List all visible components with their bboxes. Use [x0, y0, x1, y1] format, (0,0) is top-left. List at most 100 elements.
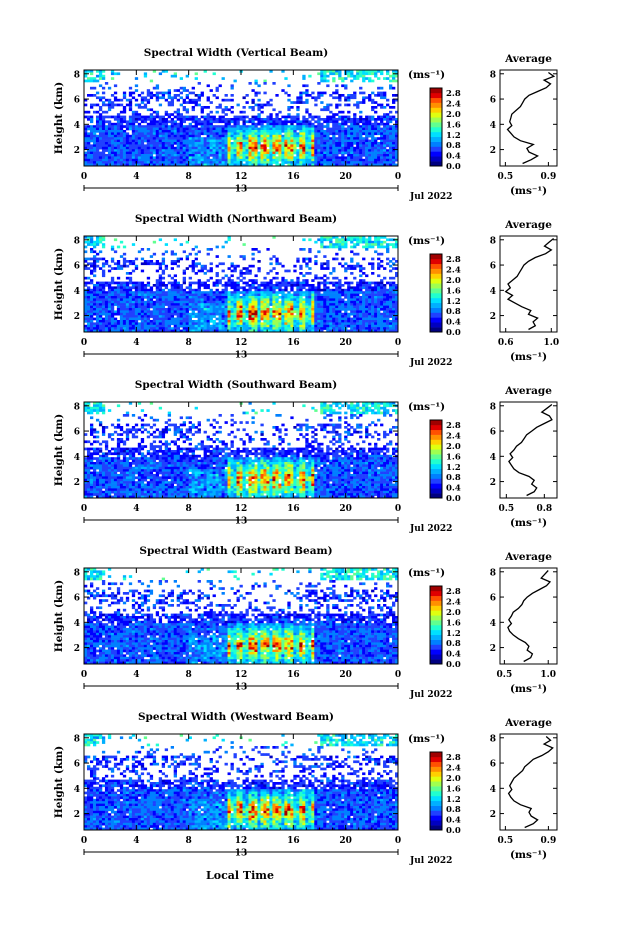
heatmap-cell — [314, 312, 318, 316]
heatmap-cell — [122, 115, 127, 119]
heatmap-cell — [248, 125, 252, 128]
heatmap-cell — [143, 72, 148, 76]
heatmap-cell — [281, 115, 285, 119]
heatmap-cell — [209, 161, 213, 164]
heatmap-cell — [257, 115, 261, 119]
heatmap-cell — [251, 139, 255, 143]
heatmap-cell — [275, 151, 279, 155]
heatmap-cell — [347, 267, 351, 270]
heatmap-cell — [371, 312, 375, 316]
heatmap-cell — [392, 86, 396, 90]
heatmap-cell — [215, 279, 219, 282]
heatmap-cell — [212, 320, 216, 323]
heatmap-cell — [95, 96, 100, 100]
heatmap-cell — [320, 161, 324, 164]
heatmap-cell — [296, 291, 300, 294]
heatmap-cell — [194, 122, 198, 126]
heatmap-cell — [84, 264, 88, 268]
heatmap-cell — [137, 149, 142, 152]
heatmap-cell — [95, 122, 100, 126]
heatmap-cell — [167, 154, 172, 157]
heatmap-cell — [383, 298, 387, 302]
heatmap-cell — [305, 298, 309, 302]
heatmap-cell — [95, 320, 100, 323]
heatmap-cell — [338, 115, 342, 119]
heatmap-cell — [386, 115, 390, 119]
heatmap-cell — [368, 317, 372, 321]
heatmap-cell — [245, 312, 249, 316]
heatmap-cell — [377, 103, 381, 107]
heatmap-cell — [281, 127, 285, 131]
heatmap-cell — [104, 293, 109, 297]
heatmap-cell — [221, 118, 225, 121]
heatmap-cell — [122, 94, 127, 97]
heatmap-cell — [338, 296, 342, 299]
heatmap-cell — [227, 300, 231, 304]
heatmap-cell — [236, 161, 240, 164]
heatmap-cell — [86, 308, 91, 311]
heatmap-cell — [281, 320, 285, 323]
heatmap-cell — [290, 156, 294, 160]
heatmap-cell — [251, 134, 255, 138]
heatmap-cell — [84, 308, 88, 311]
heatmap-cell — [344, 151, 348, 155]
heatmap-cell — [176, 315, 180, 318]
heatmap-cell — [227, 144, 231, 148]
heatmap-cell — [296, 151, 300, 155]
heatmap-cell — [179, 312, 183, 316]
heatmap-cell — [356, 137, 360, 140]
heatmap-cell — [110, 101, 115, 104]
heatmap-cell — [395, 94, 399, 97]
heatmap-cell — [395, 163, 399, 167]
heatmap-cell — [332, 72, 336, 76]
heatmap-cell — [176, 310, 180, 314]
heatmap-cell — [299, 284, 303, 287]
heatmap-cell — [362, 142, 366, 145]
heatmap-cell — [320, 264, 324, 268]
heatmap-cell — [383, 142, 387, 145]
heatmap-cell — [84, 146, 88, 150]
heatmap-cell — [371, 293, 375, 297]
heatmap-cell — [386, 293, 390, 297]
heatmap-cell — [350, 134, 354, 138]
heatmap-cell — [392, 312, 396, 316]
heatmap-cell — [113, 267, 118, 270]
profile-frame — [499, 69, 558, 167]
heatmap-cell — [84, 300, 88, 304]
heatmap-cell — [380, 312, 384, 316]
heatmap-cell — [137, 154, 142, 157]
heatmap-cell — [395, 315, 399, 318]
heatmap-cell — [170, 262, 175, 266]
heatmap-cell — [122, 245, 127, 249]
heatmap-cell — [392, 144, 396, 148]
heatmap-cell — [197, 94, 201, 97]
heatmap-cell — [293, 158, 297, 162]
heatmap-cell — [236, 312, 240, 316]
heatmap-cell — [164, 243, 169, 246]
heatmap-cell — [314, 305, 318, 309]
heatmap-cell — [380, 127, 384, 131]
heatmap-cell — [371, 317, 375, 321]
heatmap-cell — [389, 305, 393, 309]
heatmap-cell — [305, 158, 309, 162]
heatmap-cell — [155, 127, 160, 131]
heatmap-cell — [287, 137, 291, 140]
heatmap-cell — [353, 151, 357, 155]
heatmap-cell — [92, 269, 97, 273]
heatmap-cell — [122, 262, 127, 266]
heatmap-cell — [176, 122, 180, 126]
heatmap-cell — [149, 91, 154, 95]
heatmap-cell — [329, 305, 333, 309]
x-tick-label: 8 — [186, 172, 192, 182]
heatmap-cell — [365, 300, 369, 304]
heatmap-cell — [122, 320, 127, 323]
heatmap-cell — [110, 151, 115, 155]
heatmap-cell — [329, 154, 333, 157]
heatmap-cell — [233, 122, 237, 126]
heatmap-cell — [221, 142, 225, 145]
heatmap-cell — [281, 158, 285, 162]
heatmap-cell — [242, 315, 246, 318]
profile-y-tick-label: 6 — [490, 96, 496, 106]
heatmap-cell — [84, 142, 88, 145]
heatmap-cell — [161, 320, 166, 323]
